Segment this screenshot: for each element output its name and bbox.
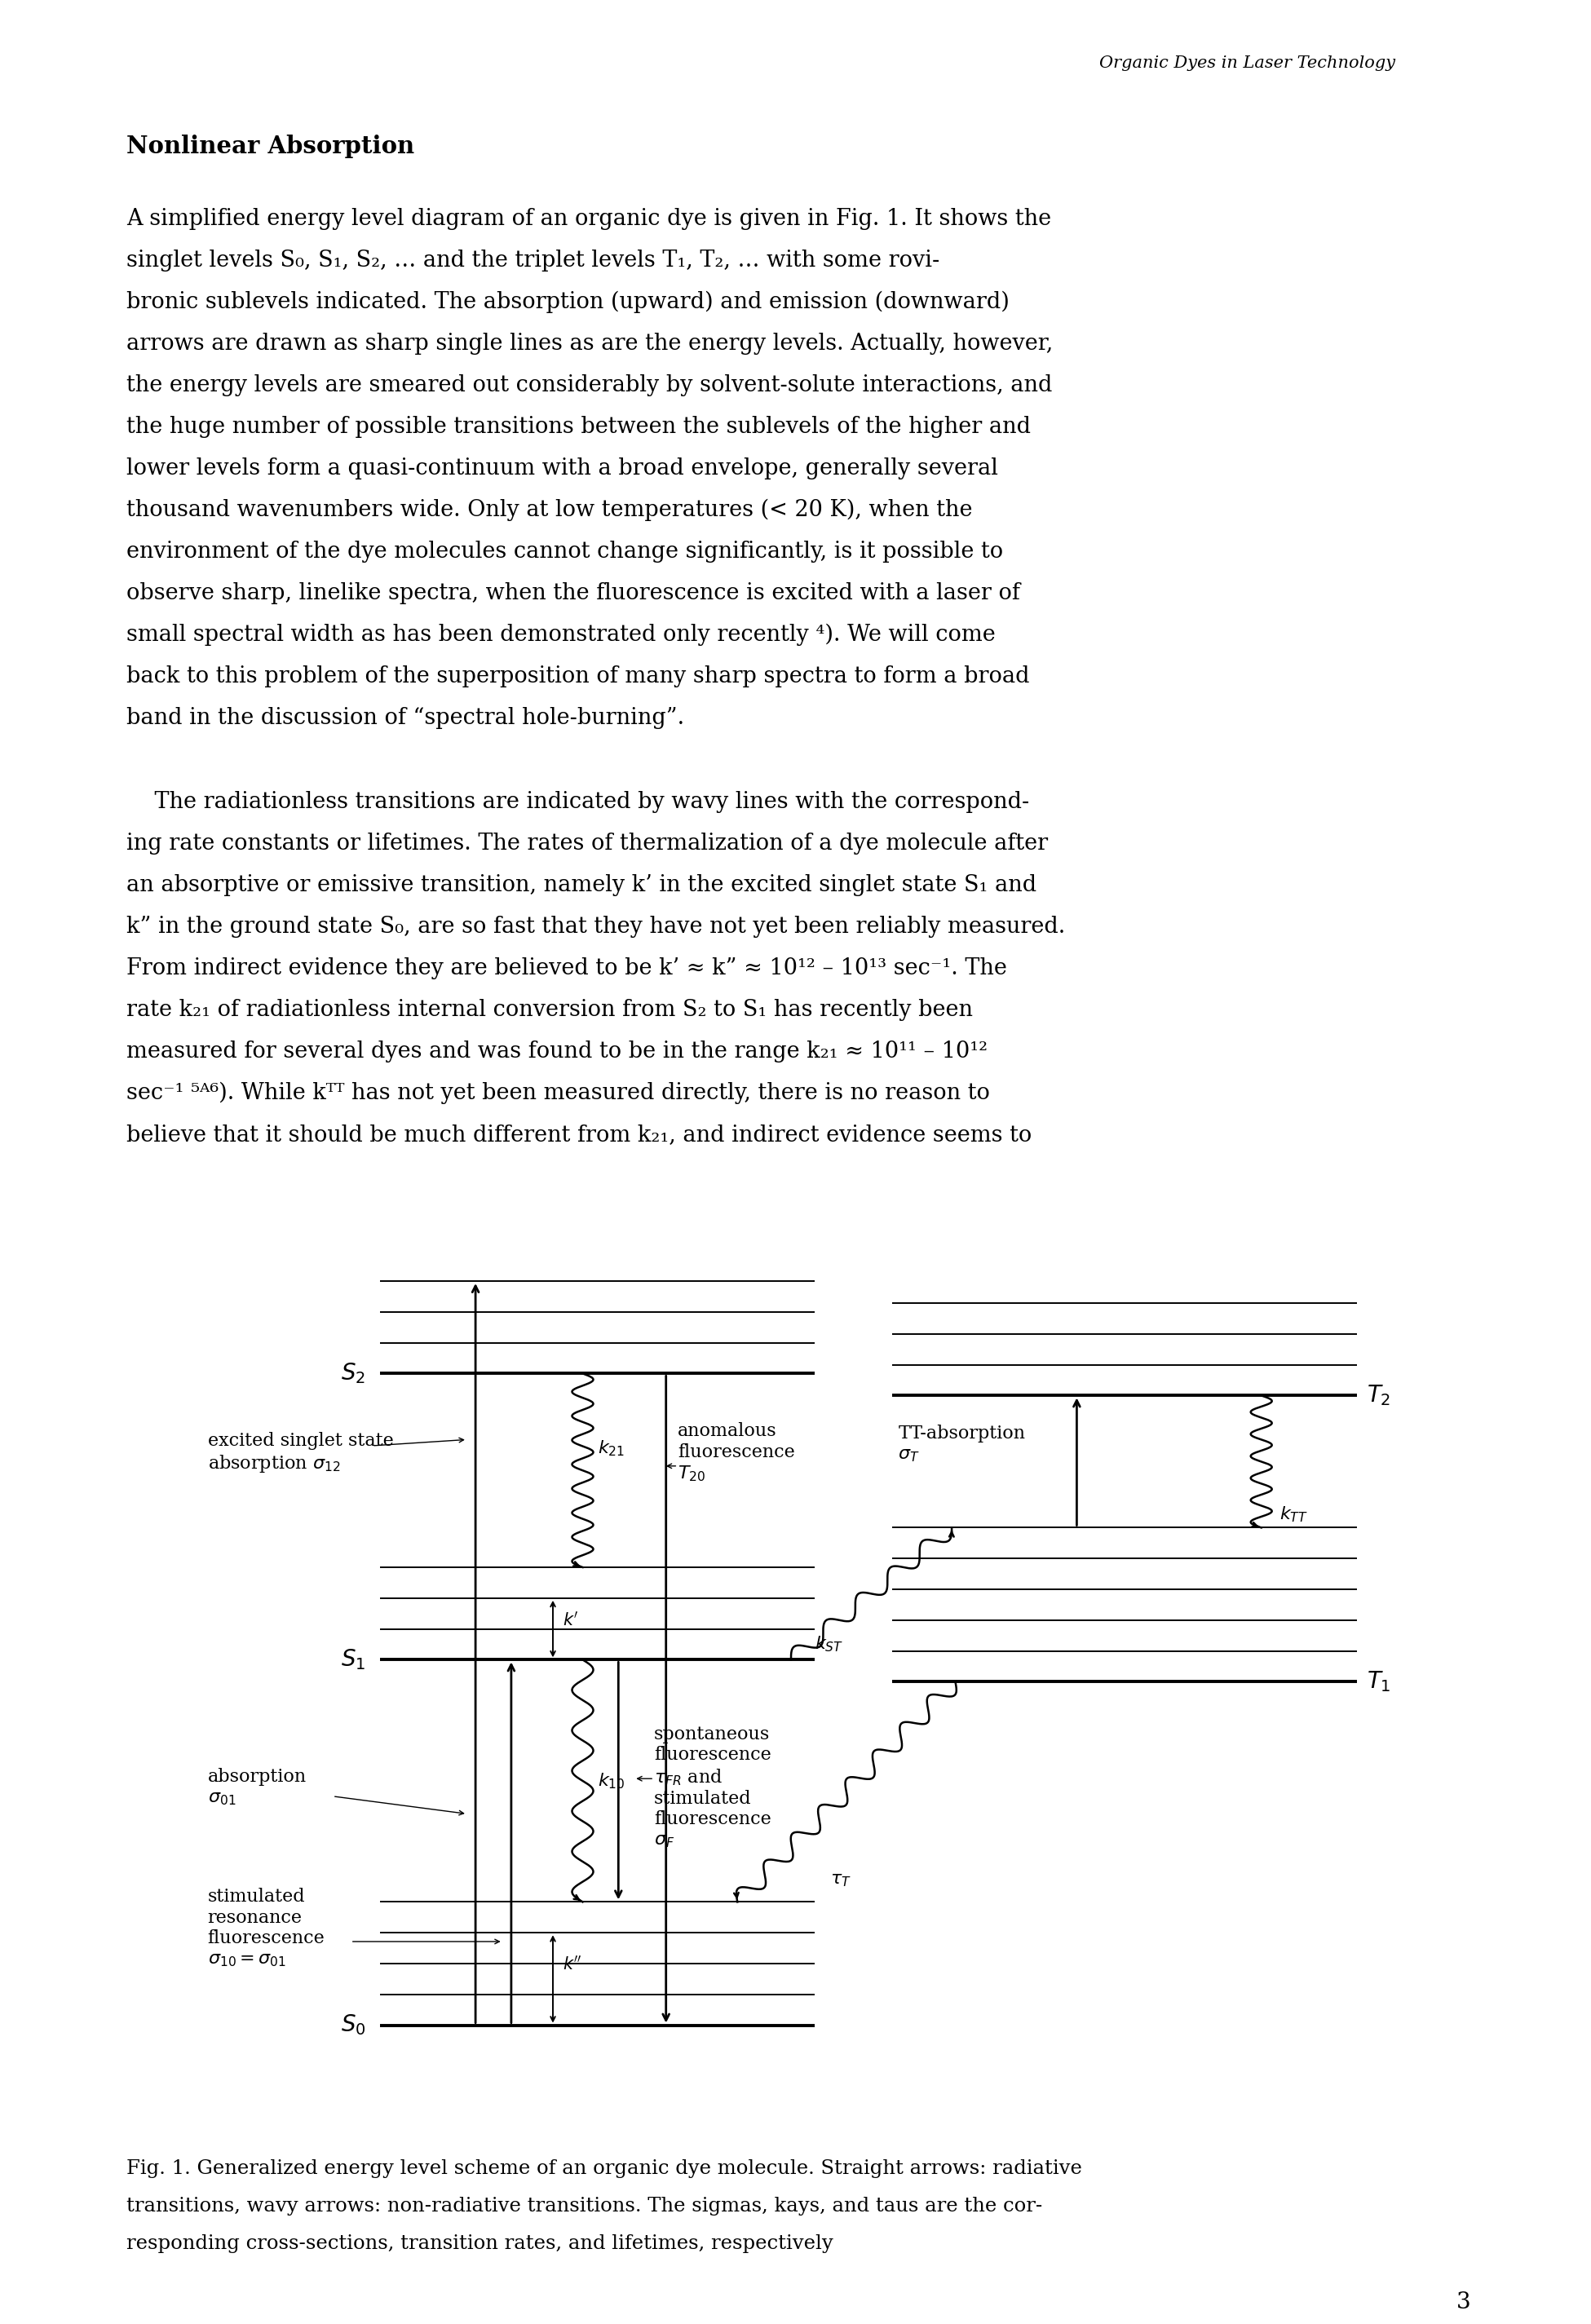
Text: $T_2$: $T_2$	[1367, 1383, 1391, 1408]
Text: believe that it should be much different from k₂₁, and indirect evidence seems t: believe that it should be much different…	[126, 1125, 1033, 1146]
Text: A simplified energy level diagram of an organic dye is given in Fig. 1. It shows: A simplified energy level diagram of an …	[126, 207, 1052, 230]
Text: $k_{10}$: $k_{10}$	[598, 1771, 625, 1789]
Text: $k_{TT}$: $k_{TT}$	[1279, 1506, 1308, 1525]
Text: From indirect evidence they are believed to be k’ ≈ k” ≈ 10¹² – 10¹³ sec⁻¹. The: From indirect evidence they are believed…	[126, 957, 1007, 978]
Text: band in the discussion of “spectral hole-burning”.: band in the discussion of “spectral hole…	[126, 706, 684, 730]
Text: The radiationless transitions are indicated by wavy lines with the correspond-: The radiationless transitions are indica…	[126, 790, 1029, 813]
Text: $\tau_T$: $\tau_T$	[831, 1871, 851, 1889]
Text: $k''$: $k''$	[563, 1954, 582, 1973]
Text: back to this problem of the superposition of many sharp spectra to form a broad: back to this problem of the superpositio…	[126, 665, 1029, 688]
Text: the huge number of possible transitions between the sublevels of the higher and: the huge number of possible transitions …	[126, 416, 1031, 437]
Text: the energy levels are smeared out considerably by solvent-solute interactions, a: the energy levels are smeared out consid…	[126, 374, 1052, 397]
Text: arrows are drawn as sharp single lines as are the energy levels. Actually, howev: arrows are drawn as sharp single lines a…	[126, 332, 1053, 356]
Text: responding cross-sections, transition rates, and lifetimes, respectively: responding cross-sections, transition ra…	[126, 2233, 834, 2252]
Text: $k'$: $k'$	[563, 1611, 578, 1629]
Text: transitions, wavy arrows: non-radiative transitions. The sigmas, kays, and taus : transitions, wavy arrows: non-radiative …	[126, 2196, 1042, 2215]
Text: lower levels form a quasi-continuum with a broad envelope, generally several: lower levels form a quasi-continuum with…	[126, 458, 998, 479]
Text: $k_{ST}$: $k_{ST}$	[815, 1634, 843, 1652]
Text: Fig. 1. Generalized energy level scheme of an organic dye molecule. Straight arr: Fig. 1. Generalized energy level scheme …	[126, 2159, 1082, 2178]
Text: stimulated
resonance
fluorescence
$\sigma_{10}= \sigma_{01}$: stimulated resonance fluorescence $\sigm…	[207, 1887, 325, 1968]
Text: thousand wavenumbers wide. Only at low temperatures (< 20 K), when the: thousand wavenumbers wide. Only at low t…	[126, 500, 972, 521]
Text: 3: 3	[1457, 2291, 1472, 2312]
Text: anomalous
fluorescence
$T_{20}$: anomalous fluorescence $T_{20}$	[678, 1422, 796, 1483]
Text: spontaneous
fluorescence
$\tau_{FR}$ and
stimulated
fluorescence
$\sigma_F$: spontaneous fluorescence $\tau_{FR}$ and…	[654, 1724, 772, 1850]
Text: excited singlet state
absorption $\sigma_{12}$: excited singlet state absorption $\sigma…	[207, 1432, 393, 1473]
Text: environment of the dye molecules cannot change significantly, is it possible to: environment of the dye molecules cannot …	[126, 541, 1004, 562]
Text: bronic sublevels indicated. The absorption (upward) and emission (downward): bronic sublevels indicated. The absorpti…	[126, 290, 1009, 314]
Text: k” in the ground state S₀, are so fast that they have not yet been reliably meas: k” in the ground state S₀, are so fast t…	[126, 916, 1066, 939]
Text: Organic Dyes in Laser Technology: Organic Dyes in Laser Technology	[1099, 56, 1395, 72]
Text: singlet levels S₀, S₁, S₂, … and the triplet levels T₁, T₂, … with some rovi-: singlet levels S₀, S₁, S₂, … and the tri…	[126, 249, 940, 272]
Text: measured for several dyes and was found to be in the range k₂₁ ≈ 10¹¹ – 10¹²: measured for several dyes and was found …	[126, 1041, 988, 1062]
Text: $S_0$: $S_0$	[340, 2013, 366, 2038]
Text: TT-absorption
$\sigma_T$: TT-absorption $\sigma_T$	[899, 1425, 1025, 1464]
Text: absorption
$\sigma_{01}$: absorption $\sigma_{01}$	[207, 1769, 307, 1808]
Text: sec⁻¹ ⁵ᴬ⁶). While kᵀᵀ has not yet been measured directly, there is no reason to: sec⁻¹ ⁵ᴬ⁶). While kᵀᵀ has not yet been m…	[126, 1083, 990, 1104]
Text: rate k₂₁ of radiationless internal conversion from S₂ to S₁ has recently been: rate k₂₁ of radiationless internal conve…	[126, 999, 972, 1020]
Text: observe sharp, linelike spectra, when the fluorescence is excited with a laser o: observe sharp, linelike spectra, when th…	[126, 583, 1020, 604]
Text: Nonlinear Absorption: Nonlinear Absorption	[126, 135, 414, 158]
Text: an absorptive or emissive transition, namely k’ in the excited singlet state S₁ : an absorptive or emissive transition, na…	[126, 874, 1037, 897]
Text: small spectral width as has been demonstrated only recently ⁴). We will come: small spectral width as has been demonst…	[126, 623, 996, 646]
Text: $S_1$: $S_1$	[340, 1648, 366, 1671]
Text: $T_1$: $T_1$	[1367, 1669, 1391, 1694]
Text: $k_{21}$: $k_{21}$	[598, 1439, 625, 1457]
Text: ing rate constants or lifetimes. The rates of thermalization of a dye molecule a: ing rate constants or lifetimes. The rat…	[126, 832, 1048, 855]
Text: $S_2$: $S_2$	[340, 1362, 366, 1385]
